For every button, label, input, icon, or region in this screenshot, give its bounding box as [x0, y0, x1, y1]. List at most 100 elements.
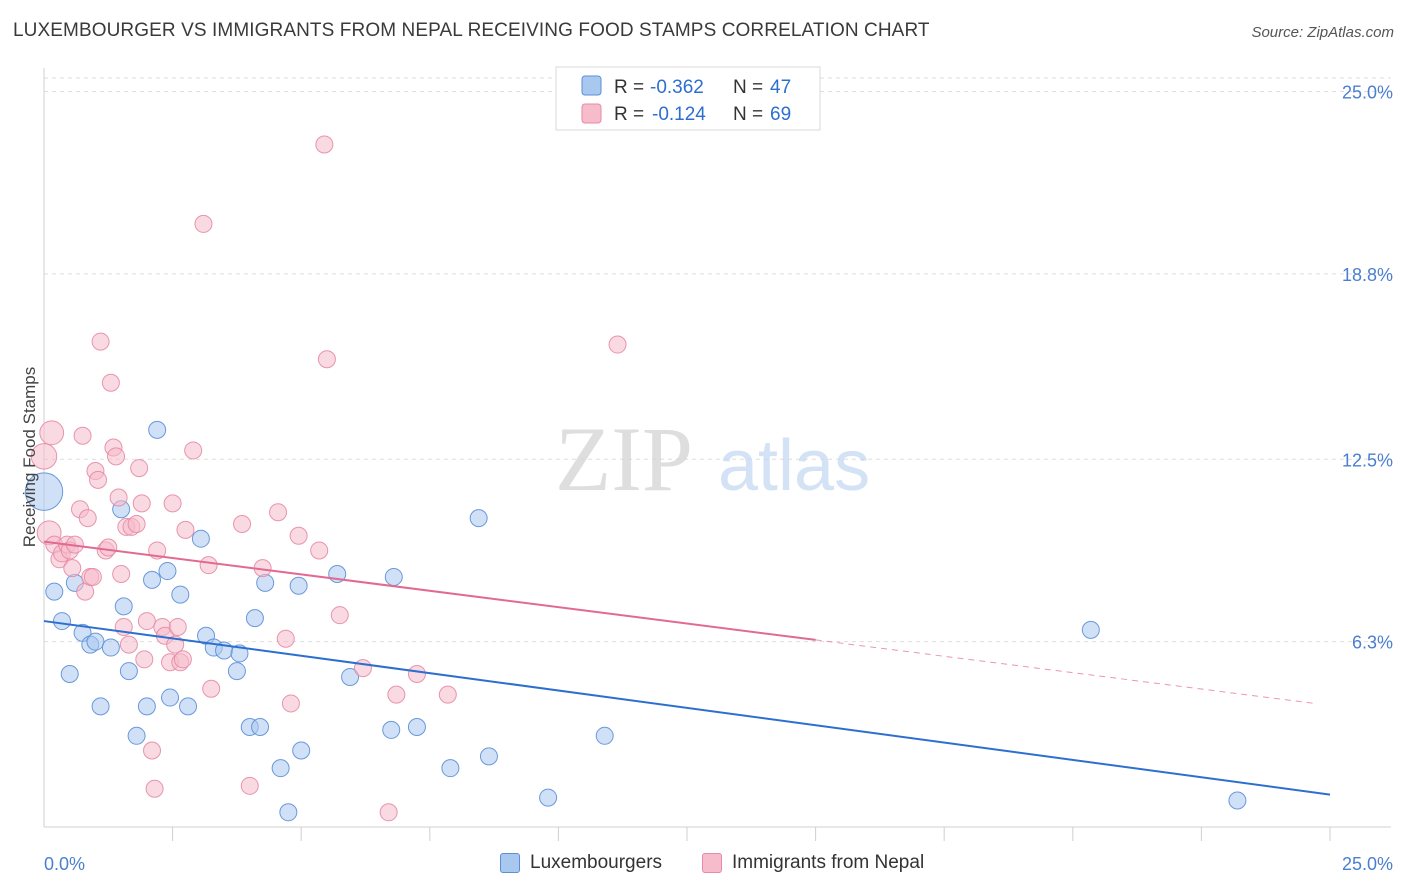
point-lux-41 [469, 509, 488, 528]
point-lux-36 [341, 667, 360, 686]
point-nepal-34 [137, 612, 156, 631]
point-nepal-48 [194, 214, 213, 233]
trend-line-nepal [43, 540, 816, 641]
legend-bottom-swatch-blue [500, 853, 520, 873]
point-lux-13 [127, 726, 146, 745]
point-nepal-59 [315, 135, 334, 154]
point-nepal-33 [135, 650, 154, 669]
point-nepal-8 [63, 559, 82, 578]
data-points [24, 135, 1247, 822]
point-nepal-30 [127, 514, 146, 533]
watermark: ZIP atlas [555, 408, 870, 510]
point-nepal-0 [30, 443, 58, 470]
point-nepal-13 [78, 509, 97, 528]
source-label: Source: ZipAtlas.com [1251, 24, 1394, 41]
point-lux-31 [271, 759, 290, 778]
point-lux-25 [227, 662, 246, 681]
point-lux-18 [161, 688, 180, 707]
point-nepal-51 [233, 514, 252, 533]
point-nepal-18 [91, 332, 110, 351]
point-nepal-43 [168, 617, 187, 636]
point-nepal-56 [281, 694, 300, 713]
point-nepal-32 [132, 494, 151, 513]
point-lux-38 [384, 567, 403, 586]
point-lux-0 [24, 472, 64, 511]
point-nepal-11 [73, 426, 92, 445]
trend-lines [43, 540, 1331, 796]
point-lux-42 [479, 747, 498, 766]
point-lux-9 [101, 638, 120, 657]
legend-bottom-label-luxembourgers: Luxembourgers [530, 852, 663, 873]
y-tick-label-2: 18.8% [1342, 265, 1393, 285]
point-lux-44 [595, 726, 614, 745]
point-lux-1 [45, 582, 64, 601]
legend-top: R = -0.362 N = 47 R = -0.124 N = 69 [555, 66, 821, 131]
point-lux-8 [91, 697, 110, 716]
x-tick-label-1: 25.0% [1342, 854, 1393, 874]
point-lux-30 [256, 573, 275, 592]
point-lux-15 [143, 570, 162, 589]
point-nepal-24 [109, 488, 128, 507]
grid-lines [44, 77, 1391, 643]
point-lux-12 [119, 662, 138, 681]
point-nepal-31 [130, 459, 149, 478]
y-tick-label-0: 6.3% [1352, 633, 1393, 653]
point-nepal-58 [310, 541, 329, 560]
legend-n-value-2: 69 [770, 104, 791, 125]
point-nepal-15 [83, 567, 102, 586]
point-nepal-35 [143, 741, 162, 760]
legend-n-label-2: N = [733, 104, 768, 125]
point-lux-33 [289, 576, 308, 595]
legend-r-value-2: -0.124 [652, 104, 706, 125]
point-nepal-52 [240, 776, 259, 795]
point-lux-11 [114, 597, 133, 616]
point-nepal-2 [39, 420, 65, 446]
chart-title: LUXEMBOURGER VS IMMIGRANTS FROM NEPAL RE… [13, 20, 930, 41]
legend-bottom-item-luxembourgers: Luxembourgers [500, 852, 662, 874]
point-lux-19 [171, 585, 190, 604]
tick-labels: 6.3% 12.5% 18.8% 25.0% 0.0% 25.0% [44, 83, 1393, 874]
point-nepal-57 [289, 526, 308, 545]
watermark-atlas: atlas [718, 426, 870, 506]
legend-swatch-pink [581, 103, 602, 124]
trend-line-lux [43, 620, 1331, 796]
point-lux-21 [191, 529, 210, 548]
point-lux-39 [407, 717, 426, 736]
svg-text:R = -0.124 N =: R = -0.124 N = 69 [614, 104, 791, 125]
legend-r-value-1: -0.362 [650, 77, 704, 98]
trend-line-nepal-extension [815, 639, 1315, 704]
point-lux-17 [158, 562, 177, 581]
svg-text:R = -0.362 N =: R = -0.362 N = 47 [614, 77, 791, 98]
point-nepal-45 [173, 650, 192, 669]
point-lux-46 [1228, 791, 1247, 810]
point-nepal-60 [317, 350, 336, 369]
point-nepal-65 [387, 685, 406, 704]
y-tick-label-1: 12.5% [1342, 450, 1393, 470]
point-nepal-47 [184, 441, 203, 460]
point-lux-43 [539, 788, 558, 807]
point-lux-29 [251, 717, 270, 736]
legend-bottom-item-nepal: Immigrants from Nepal [702, 852, 924, 874]
point-nepal-49 [199, 556, 218, 575]
point-nepal-54 [269, 503, 288, 522]
point-lux-16 [148, 420, 167, 439]
legend-r-label-1: R = [614, 77, 649, 98]
point-lux-2 [53, 612, 72, 631]
point-nepal-64 [379, 803, 398, 822]
legend-swatch-blue [581, 75, 602, 96]
legend-bottom-swatch-pink [702, 853, 722, 873]
point-lux-40 [441, 759, 460, 778]
point-nepal-25 [112, 565, 131, 583]
point-nepal-41 [163, 494, 182, 513]
point-nepal-55 [276, 629, 295, 648]
point-lux-45 [1081, 620, 1100, 639]
point-lux-3 [60, 665, 79, 684]
point-lux-14 [137, 697, 156, 716]
legend-bottom-label-nepal: Immigrants from Nepal [732, 852, 925, 873]
watermark-zip: ZIP [555, 408, 693, 510]
x-tick-label-0: 0.0% [44, 854, 85, 874]
legend-n-label-1: N = [733, 77, 768, 98]
point-nepal-23 [107, 447, 126, 466]
point-nepal-20 [99, 538, 118, 557]
